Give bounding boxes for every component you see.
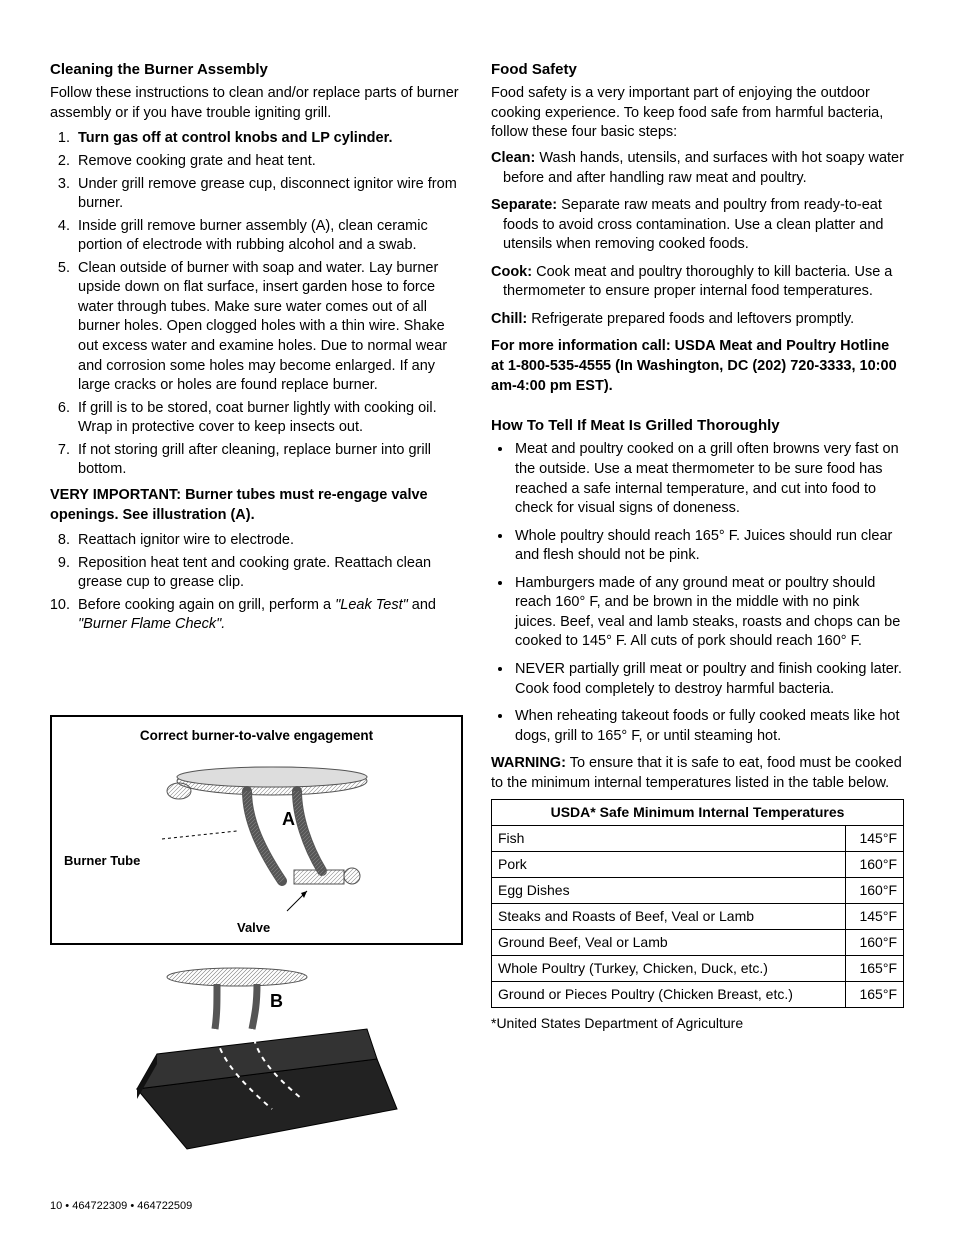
burner-tube-label: Burner Tube [64, 852, 140, 870]
step-10: Before cooking again on grill, perform a… [74, 596, 463, 635]
label-a: A [282, 807, 295, 831]
step-1: Turn gas off at control knobs and LP cyl… [74, 129, 463, 149]
figure-b-box: B [50, 959, 463, 1159]
figure-a-title: Correct burner-to-valve engagement [60, 727, 453, 745]
meat-bullet: Whole poultry should reach 165° F. Juice… [513, 527, 904, 566]
warning-text: WARNING: To ensure that it is safe to ea… [491, 754, 904, 793]
table-row: Whole Poultry (Turkey, Chicken, Duck, et… [492, 955, 904, 981]
table-row: Ground or Pieces Poultry (Chicken Breast… [492, 981, 904, 1007]
label-b: B [270, 989, 283, 1013]
step-7: If not storing grill after cleaning, rep… [74, 441, 463, 480]
food-safety-intro: Food safety is a very important part of … [491, 84, 904, 143]
food-safety-steps: Clean: Wash hands, utensils, and surface… [491, 149, 904, 330]
burner-diagram-a-icon [107, 751, 407, 921]
cleaning-heading: Cleaning the Burner Assembly [50, 60, 463, 80]
table-row: Pork160°F [492, 852, 904, 878]
valve-label: Valve [237, 919, 270, 937]
meat-bullet: Meat and poultry cooked on a grill often… [513, 440, 904, 518]
meat-bullets: Meat and poultry cooked on a grill often… [491, 440, 904, 746]
table-row: Ground Beef, Veal or Lamb160°F [492, 929, 904, 955]
left-column: Cleaning the Burner Assembly Follow thes… [50, 60, 463, 1159]
figure-a-box: Correct burner-to-valve engagement [50, 715, 463, 945]
step-5: Clean outside of burner with soap and wa… [74, 259, 463, 396]
burner-diagram-b-icon [97, 959, 417, 1159]
usda-note: *United States Department of Agriculture [491, 1014, 904, 1033]
very-important: VERY IMPORTANT: Burner tubes must re-eng… [50, 486, 463, 525]
step-2: Remove cooking grate and heat tent. [74, 152, 463, 172]
table-row: Fish145°F [492, 826, 904, 852]
cleaning-intro: Follow these instructions to clean and/o… [50, 84, 463, 123]
table-row: Steaks and Roasts of Beef, Veal or Lamb1… [492, 903, 904, 929]
step-9: Reposition heat tent and cooking grate. … [74, 554, 463, 593]
step-4: Inside grill remove burner assembly (A),… [74, 217, 463, 256]
page-footer: 10 • 464722309 • 464722509 [50, 1199, 904, 1214]
meat-bullet: NEVER partially grill meat or poultry an… [513, 660, 904, 699]
meat-bullet: When reheating takeout foods or fully co… [513, 707, 904, 746]
meat-heading: How To Tell If Meat Is Grilled Thoroughl… [491, 416, 904, 436]
more-info: For more information call: USDA Meat and… [491, 337, 904, 396]
step-8: Reattach ignitor wire to electrode. [74, 531, 463, 551]
food-safety-heading: Food Safety [491, 60, 904, 80]
cleaning-steps-2: Reattach ignitor wire to electrode. Repo… [50, 531, 463, 635]
table-row: Egg Dishes160°F [492, 878, 904, 904]
cleaning-steps-1: Turn gas off at control knobs and LP cyl… [50, 129, 463, 480]
meat-bullet: Hamburgers made of any ground meat or po… [513, 574, 904, 652]
table-header: USDA* Safe Minimum Internal Temperatures [492, 800, 904, 826]
step-3: Under grill remove grease cup, disconnec… [74, 175, 463, 214]
step-6: If grill is to be stored, coat burner li… [74, 399, 463, 438]
right-column: Food Safety Food safety is a very import… [491, 60, 904, 1159]
temperature-table: USDA* Safe Minimum Internal Temperatures… [491, 799, 904, 1007]
